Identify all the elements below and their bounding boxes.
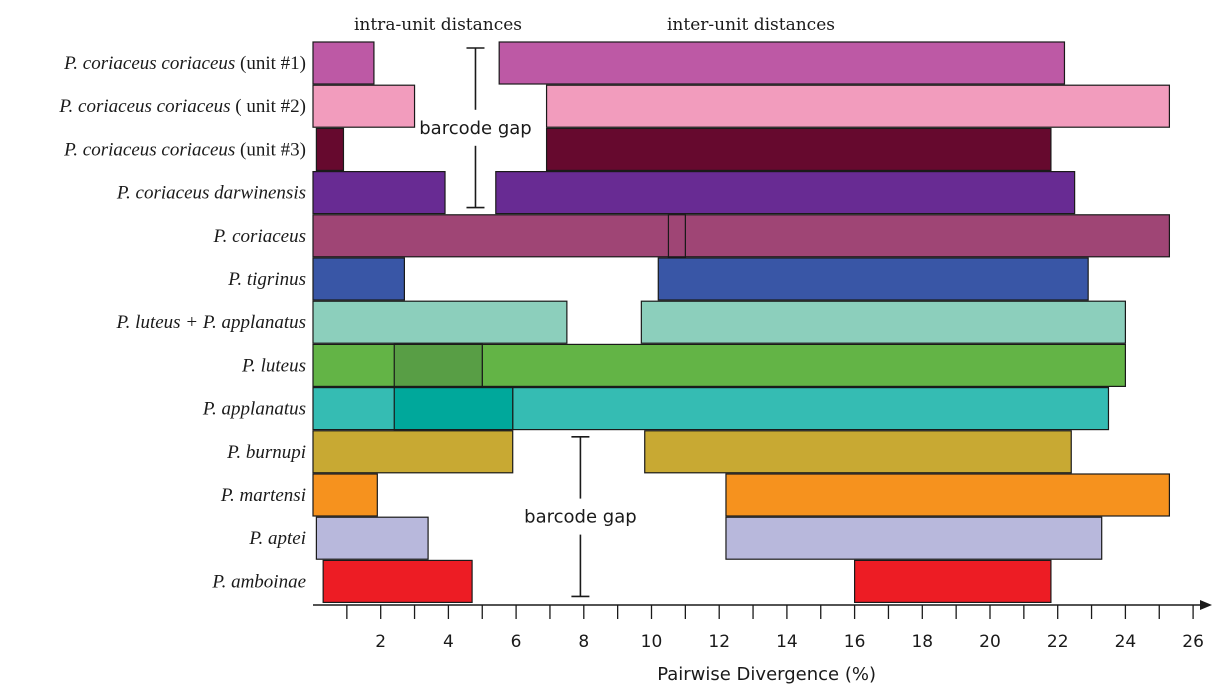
row-label-unit: (unit #1) xyxy=(235,53,306,74)
row-label-species: P. aptei xyxy=(248,528,306,549)
bar-overlap-p-luteus xyxy=(393,343,483,387)
x-tick-label: 8 xyxy=(578,632,589,652)
row-label-species: P. coriaceus xyxy=(212,226,306,247)
row-label-p-coriaceus-coriaceus-unit-2: P. coriaceus coriaceus ( unit #2) xyxy=(58,96,306,117)
row-label-species: P. burnupi xyxy=(226,442,306,463)
bar-intra-p-coriaceus-darwinensis xyxy=(312,171,446,215)
row-label-p-luteus: P. luteus xyxy=(241,355,306,376)
row-label-species: P. amboinae xyxy=(211,571,306,592)
row-label-species: P. luteus + P. applanatus xyxy=(116,312,306,333)
x-axis-title: Pairwise Divergence (%) xyxy=(657,664,876,685)
bar-intra-p-coriaceus-coriaceus-unit-2 xyxy=(312,84,416,128)
row-label-p-tigrinus: P. tigrinus xyxy=(227,269,306,290)
bar-intra-p-martensi xyxy=(312,473,378,517)
x-tick-label: 24 xyxy=(1115,632,1137,652)
bar-inter-p-tigrinus xyxy=(657,257,1089,301)
x-tick-label: 12 xyxy=(708,632,730,652)
x-tick-label: 10 xyxy=(641,632,663,652)
bar-intra-p-burnupi xyxy=(312,430,514,474)
x-tick-label: 20 xyxy=(979,632,1001,652)
bar-intra-p-amboinae xyxy=(322,559,473,604)
row-label-p-coriaceus-coriaceus-unit-1: P. coriaceus coriaceus (unit #1) xyxy=(63,53,306,74)
row-label-p-burnupi: P. burnupi xyxy=(226,442,306,463)
x-tick-label: 16 xyxy=(844,632,866,652)
row-label-species: P. luteus xyxy=(241,355,306,376)
bar-intra-p-coriaceus xyxy=(312,214,686,258)
row-label-species: P. martensi xyxy=(220,485,306,506)
x-tick-label: 22 xyxy=(1047,632,1069,652)
row-label-unit: ( unit #2) xyxy=(231,96,306,117)
header-intra: intra-unit distances xyxy=(354,15,522,35)
bar-inter-p-burnupi xyxy=(644,430,1072,474)
row-label-species: P. coriaceus darwinensis xyxy=(116,183,306,204)
row-label-p-martensi: P. martensi xyxy=(220,485,306,506)
bar-inter-p-coriaceus-darwinensis xyxy=(495,171,1076,215)
x-tick-label: 14 xyxy=(776,632,798,652)
bar-inter-p-luteus xyxy=(393,343,1126,387)
barcode-gap-label: barcode gap xyxy=(524,507,636,528)
x-tick-label: 6 xyxy=(511,632,522,652)
bar-inter-p-coriaceus-coriaceus-unit-2 xyxy=(545,84,1171,128)
bar-inter-p-aptei xyxy=(725,516,1103,560)
x-tick-label: 26 xyxy=(1182,632,1204,652)
row-label-unit: (unit #3) xyxy=(235,139,306,160)
row-label-p-applanatus: P. applanatus xyxy=(202,399,306,420)
row-label-p-luteus-p-applanatus: P. luteus + P. applanatus xyxy=(116,312,306,333)
row-label-p-coriaceus: P. coriaceus xyxy=(212,226,306,247)
x-tick-label: 18 xyxy=(911,632,933,652)
bar-inter-p-coriaceus-coriaceus-unit-3 xyxy=(545,127,1052,171)
row-label-species: P. coriaceus coriaceus xyxy=(58,96,230,117)
x-tick-label: 2 xyxy=(375,632,386,652)
bar-inter-p-amboinae xyxy=(853,559,1052,604)
x-axis-arrow xyxy=(1200,600,1212,610)
row-label-species: P. coriaceus coriaceus xyxy=(63,139,235,160)
bar-overlap-p-applanatus xyxy=(393,387,514,431)
bar-inter-p-coriaceus xyxy=(667,214,1171,258)
bar-inter-p-martensi xyxy=(725,473,1171,517)
bar-intra-p-tigrinus xyxy=(312,257,405,301)
bar-inter-p-coriaceus-coriaceus-unit-1 xyxy=(498,41,1066,85)
bar-inter-p-luteus-p-applanatus xyxy=(640,300,1126,344)
bar-intra-p-coriaceus-coriaceus-unit-1 xyxy=(312,41,375,85)
bar-intra-p-coriaceus-coriaceus-unit-3 xyxy=(315,127,345,171)
bar-intra-p-luteus-p-applanatus xyxy=(312,300,568,344)
x-tick-label: 4 xyxy=(443,632,454,652)
bar-intra-p-aptei xyxy=(315,516,429,560)
header-inter: inter-unit distances xyxy=(667,15,835,35)
bar-overlap-p-coriaceus xyxy=(667,214,686,258)
barcode-gap-label: barcode gap xyxy=(419,118,531,139)
row-label-p-coriaceus-darwinensis: P. coriaceus darwinensis xyxy=(116,183,306,204)
row-label-species: P. tigrinus xyxy=(227,269,306,290)
row-label-p-amboinae: P. amboinae xyxy=(211,571,306,592)
row-label-species: P. applanatus xyxy=(202,399,306,420)
row-label-p-coriaceus-coriaceus-unit-3: P. coriaceus coriaceus (unit #3) xyxy=(63,139,306,160)
row-label-species: P. coriaceus coriaceus xyxy=(63,53,235,74)
row-label-p-aptei: P. aptei xyxy=(248,528,306,549)
